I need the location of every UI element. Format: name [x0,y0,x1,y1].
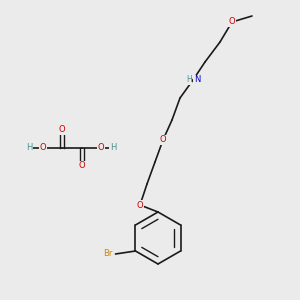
Text: O: O [79,161,85,170]
Text: O: O [59,125,65,134]
Text: H: H [186,76,192,85]
Text: O: O [137,200,143,209]
Text: O: O [160,136,166,145]
Text: N: N [194,76,200,85]
Text: H: H [110,143,116,152]
Text: H: H [26,143,32,152]
Text: O: O [98,143,104,152]
Text: Br: Br [103,250,112,259]
Text: O: O [229,17,235,26]
Text: O: O [40,143,46,152]
